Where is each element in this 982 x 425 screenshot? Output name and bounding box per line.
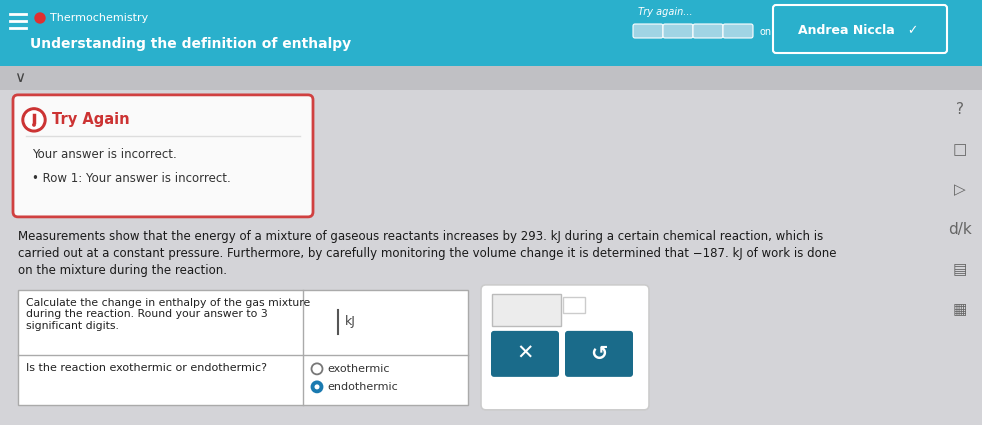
Text: on the mixture during the reaction.: on the mixture during the reaction. <box>18 264 227 277</box>
Text: exothermic: exothermic <box>327 364 390 374</box>
Circle shape <box>22 108 46 132</box>
FancyBboxPatch shape <box>18 290 468 405</box>
Circle shape <box>35 13 45 23</box>
FancyBboxPatch shape <box>492 294 561 326</box>
Text: ▤: ▤ <box>953 262 967 278</box>
FancyBboxPatch shape <box>0 66 982 90</box>
Text: • Row 1: Your answer is incorrect.: • Row 1: Your answer is incorrect. <box>32 172 231 185</box>
FancyBboxPatch shape <box>663 24 693 38</box>
Text: □: □ <box>953 142 967 157</box>
Text: Your answer is incorrect.: Your answer is incorrect. <box>32 148 177 161</box>
Text: ▦: ▦ <box>953 302 967 317</box>
Text: ↺: ↺ <box>590 344 608 364</box>
Circle shape <box>32 124 35 126</box>
Text: d/k: d/k <box>949 222 972 238</box>
Circle shape <box>311 381 322 392</box>
FancyBboxPatch shape <box>13 95 313 217</box>
Text: Thermochemistry: Thermochemistry <box>50 13 148 23</box>
Text: endothermic: endothermic <box>327 382 398 392</box>
Text: ?: ? <box>956 102 964 117</box>
Text: Measurements show that the energy of a mixture of gaseous reactants increases by: Measurements show that the energy of a m… <box>18 230 823 243</box>
FancyBboxPatch shape <box>723 24 753 38</box>
Text: Is the reaction exothermic or endothermic?: Is the reaction exothermic or endothermi… <box>26 363 267 373</box>
FancyBboxPatch shape <box>565 331 633 377</box>
Text: ∨: ∨ <box>14 71 26 85</box>
Text: carried out at a constant pressure. Furthermore, by carefully monitoring the vol: carried out at a constant pressure. Furt… <box>18 247 837 260</box>
FancyBboxPatch shape <box>633 24 663 38</box>
Text: Try Again: Try Again <box>52 112 130 128</box>
FancyBboxPatch shape <box>491 331 559 377</box>
Text: Try again...: Try again... <box>638 7 692 17</box>
Text: on: on <box>760 27 772 37</box>
FancyBboxPatch shape <box>693 24 723 38</box>
Text: Andrea Niccla   ✓: Andrea Niccla ✓ <box>797 23 918 37</box>
Text: ✕: ✕ <box>517 344 534 364</box>
Circle shape <box>25 111 43 129</box>
FancyBboxPatch shape <box>481 285 649 410</box>
Circle shape <box>311 363 322 374</box>
Text: kJ: kJ <box>345 315 355 329</box>
Text: Calculate the change in enthalpy of the gas mixture
during the reaction. Round y: Calculate the change in enthalpy of the … <box>26 298 310 331</box>
Circle shape <box>314 384 319 389</box>
FancyBboxPatch shape <box>563 297 585 313</box>
Text: Understanding the definition of enthalpy: Understanding the definition of enthalpy <box>30 37 352 51</box>
Text: ▷: ▷ <box>955 182 966 197</box>
FancyBboxPatch shape <box>0 0 982 66</box>
